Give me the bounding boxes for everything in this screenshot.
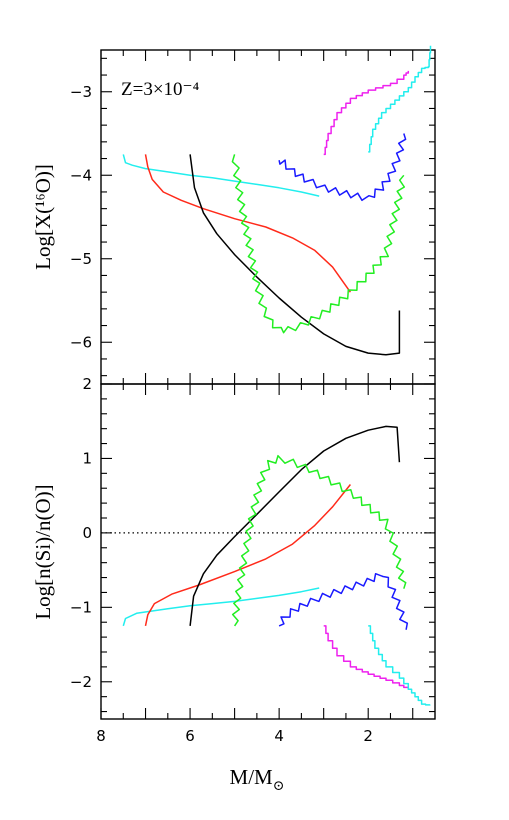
bottom-y-tick-label: −1	[70, 598, 92, 616]
x-tick-label: 4	[274, 727, 284, 745]
bottom-panel-frame	[100, 383, 436, 720]
bottom-series-green-3	[231, 454, 407, 627]
top-y-tick-label: −3	[70, 83, 92, 101]
bottom-plot-area: 8 6 4 2 −2 −1 0 1 2	[70, 375, 435, 745]
top-y-axis-label: Log[X(¹⁶O)]	[31, 164, 55, 270]
bottom-series-cyan-0	[122, 587, 320, 627]
bottom-series-red-1	[144, 484, 351, 627]
top-y-tick-label: −6	[70, 333, 92, 351]
bottom-y-tick-label: 2	[82, 375, 92, 393]
bottom-series-blue-4	[278, 572, 409, 630]
x-axis-label: M/M⊙	[230, 765, 285, 794]
bottom-y-tick-label: −2	[70, 673, 92, 691]
top-y-tick-label: −4	[70, 166, 92, 184]
bottom-y-tick-label: 1	[82, 449, 92, 467]
top-series-magenta-5	[323, 70, 410, 156]
top-series-cyan-0	[122, 154, 320, 197]
top-plot-area: −6 −5 −4 −3	[70, 45, 435, 384]
bottom-y-tick-label: 0	[82, 524, 92, 542]
top-series-green-3	[231, 154, 406, 334]
x-tick-label: 2	[363, 727, 373, 745]
top-series-red-1	[144, 154, 352, 293]
metallicity-annotation: Z=3×10⁻⁴	[121, 79, 200, 100]
bottom-series-black-2	[189, 425, 401, 626]
bottom-series-magenta-5	[323, 625, 410, 690]
x-axis-label-subscript: ⊙	[273, 779, 285, 794]
bottom-series-cyan-6	[368, 625, 431, 706]
top-series-black-2	[189, 154, 401, 356]
top-series-cyan-6	[368, 45, 432, 153]
x-axis-label-main: M/M	[230, 765, 274, 789]
bottom-y-axis-label: Log[n(Si)/n(O)]	[31, 484, 55, 619]
x-tick-label: 8	[96, 727, 106, 745]
x-tick-label: 6	[185, 727, 195, 745]
top-series-blue-4	[278, 133, 407, 202]
top-y-tick-label: −5	[70, 250, 92, 268]
